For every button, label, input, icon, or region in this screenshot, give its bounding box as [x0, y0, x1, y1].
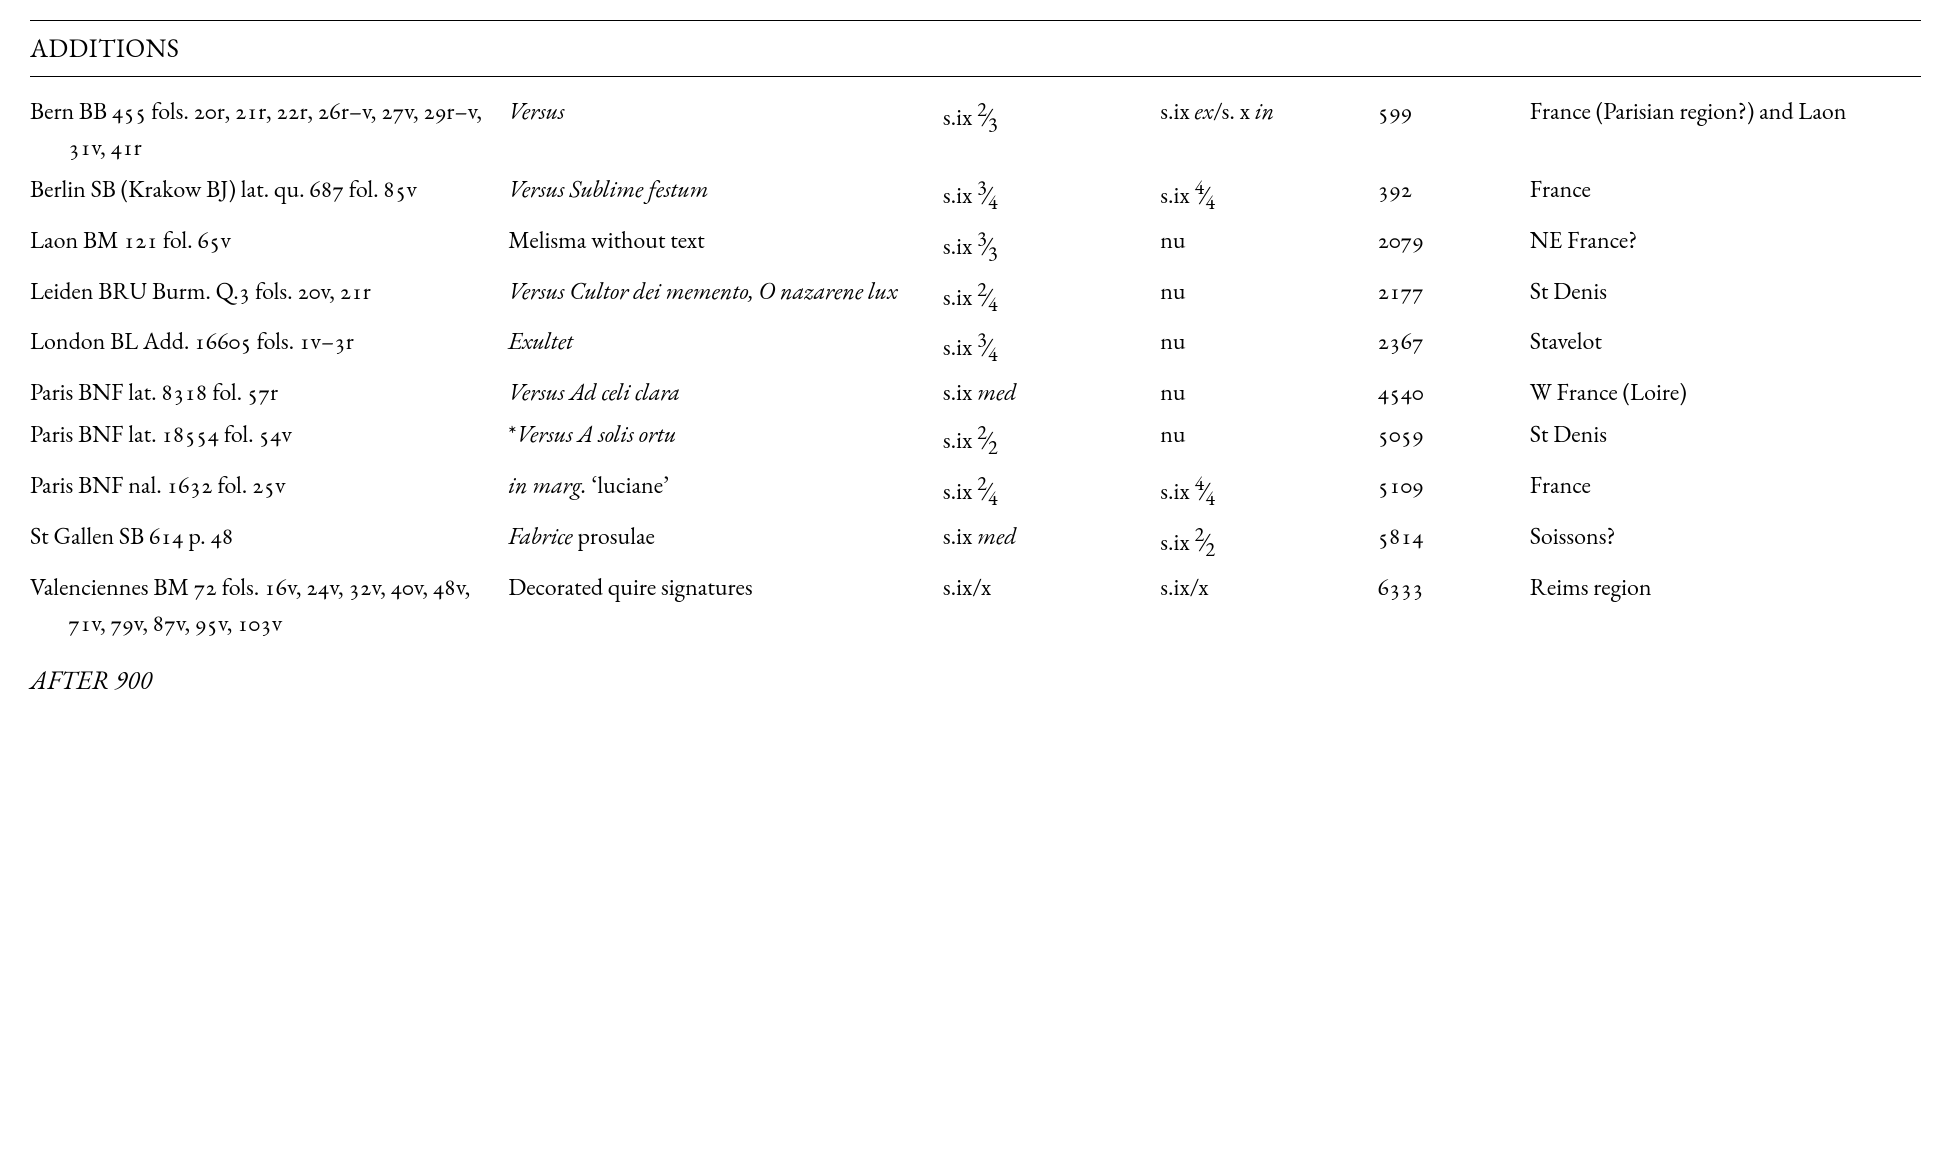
table-row: Leiden BRU Burm. Q.3 fols. 20v, 21rVersu… [30, 271, 1921, 322]
manuscript-cell: Paris BNF lat. 8318 fol. 57r [30, 372, 508, 414]
number-cell: 6333 [1378, 567, 1530, 645]
description-cell: Versus [508, 91, 943, 169]
manuscript-cell: Valenciennes BM 72 fols. 16v, 24v, 32v, … [30, 567, 508, 645]
origin-cell: Reims region [1530, 567, 1921, 645]
date1-cell: s.ix 3⁄3 [943, 220, 1160, 271]
number-cell: 5059 [1378, 414, 1530, 465]
date2-cell: s.ix/x [1160, 567, 1377, 645]
date1-cell: s.ix med [943, 372, 1160, 414]
description-cell: Decorated quire signatures [508, 567, 943, 645]
description-cell: *Versus A solis ortu [508, 414, 943, 465]
origin-cell: W France (Loire) [1530, 372, 1921, 414]
description-cell: Exultet [508, 321, 943, 372]
description-cell: in marg. ‘luciane’ [508, 465, 943, 516]
date2-cell: nu [1160, 372, 1377, 414]
date1-cell: s.ix 2⁄4 [943, 271, 1160, 322]
date1-cell: s.ix med [943, 516, 1160, 567]
date1-cell: s.ix 3⁄4 [943, 321, 1160, 372]
manuscript-cell: Paris BNF nal. 1632 fol. 25v [30, 465, 508, 516]
number-cell: 2079 [1378, 220, 1530, 271]
table-row: Berlin SB (Krakow BJ) lat. qu. 687 fol. … [30, 169, 1921, 220]
origin-cell: NE France? [1530, 220, 1921, 271]
origin-cell: St Denis [1530, 271, 1921, 322]
description-cell: Versus Sublime festum [508, 169, 943, 220]
table-row: Paris BNF lat. 18554 fol. 54v*Versus A s… [30, 414, 1921, 465]
manuscript-cell: Bern BB 455 fols. 20r, 21r, 22r, 26r–v, … [30, 91, 508, 169]
date2-cell: s.ix 4⁄4 [1160, 169, 1377, 220]
date2-cell: nu [1160, 414, 1377, 465]
table-row: Paris BNF lat. 8318 fol. 57rVersus Ad ce… [30, 372, 1921, 414]
number-cell: 2177 [1378, 271, 1530, 322]
number-cell: 5109 [1378, 465, 1530, 516]
manuscript-cell: London BL Add. 16605 fols. 1v–3r [30, 321, 508, 372]
subheading-after-900: AFTER 900 [30, 661, 1921, 700]
description-cell: Versus Cultor dei memento, O nazarene lu… [508, 271, 943, 322]
date2-cell: s.ix 2⁄2 [1160, 516, 1377, 567]
date2-cell: nu [1160, 220, 1377, 271]
number-cell: 392 [1378, 169, 1530, 220]
date2-cell: s.ix ex/s. x in [1160, 91, 1377, 169]
origin-cell: France (Parisian region?) and Laon [1530, 91, 1921, 169]
description-cell: Melisma without text [508, 220, 943, 271]
table-row: St Gallen SB 614 p. 48Fabrice prosulaes.… [30, 516, 1921, 567]
manuscripts-table: Bern BB 455 fols. 20r, 21r, 22r, 26r–v, … [30, 91, 1921, 645]
origin-cell: Stavelot [1530, 321, 1921, 372]
table-row: Bern BB 455 fols. 20r, 21r, 22r, 26r–v, … [30, 91, 1921, 169]
origin-cell: Soissons? [1530, 516, 1921, 567]
description-cell: Versus Ad celi clara [508, 372, 943, 414]
manuscript-cell: Paris BNF lat. 18554 fol. 54v [30, 414, 508, 465]
origin-cell: St Denis [1530, 414, 1921, 465]
manuscript-cell: Leiden BRU Burm. Q.3 fols. 20v, 21r [30, 271, 508, 322]
manuscript-cell: St Gallen SB 614 p. 48 [30, 516, 508, 567]
section-heading: ADDITIONS [30, 20, 1921, 77]
number-cell: 2367 [1378, 321, 1530, 372]
table-row: Laon BM 121 fol. 65vMelisma without text… [30, 220, 1921, 271]
description-cell: Fabrice prosulae [508, 516, 943, 567]
origin-cell: France [1530, 169, 1921, 220]
date1-cell: s.ix 2⁄3 [943, 91, 1160, 169]
date1-cell: s.ix 3⁄4 [943, 169, 1160, 220]
date2-cell: s.ix 4⁄4 [1160, 465, 1377, 516]
date2-cell: nu [1160, 271, 1377, 322]
date1-cell: s.ix 2⁄4 [943, 465, 1160, 516]
number-cell: 599 [1378, 91, 1530, 169]
table-row: London BL Add. 16605 fols. 1v–3rExultets… [30, 321, 1921, 372]
manuscript-cell: Laon BM 121 fol. 65v [30, 220, 508, 271]
number-cell: 5814 [1378, 516, 1530, 567]
date1-cell: s.ix 2⁄2 [943, 414, 1160, 465]
date2-cell: nu [1160, 321, 1377, 372]
table-row: Valenciennes BM 72 fols. 16v, 24v, 32v, … [30, 567, 1921, 645]
date1-cell: s.ix/x [943, 567, 1160, 645]
manuscript-cell: Berlin SB (Krakow BJ) lat. qu. 687 fol. … [30, 169, 508, 220]
number-cell: 4540 [1378, 372, 1530, 414]
table-row: Paris BNF nal. 1632 fol. 25vin marg. ‘lu… [30, 465, 1921, 516]
origin-cell: France [1530, 465, 1921, 516]
